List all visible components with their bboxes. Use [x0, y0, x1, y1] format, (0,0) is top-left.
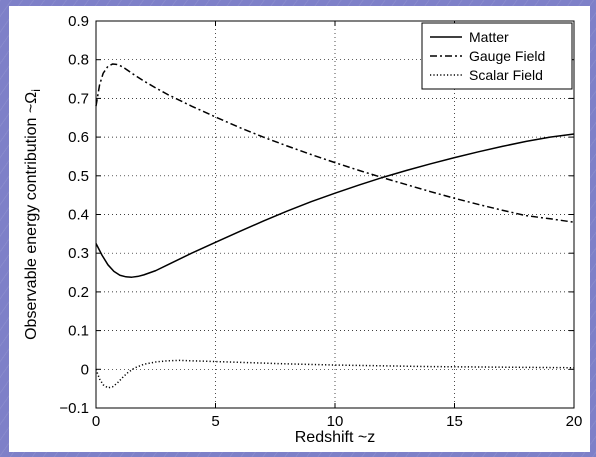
legend-label: Scalar Field	[469, 67, 543, 83]
y-tick-label: 0.8	[68, 52, 89, 69]
x-tick-label: 0	[92, 413, 100, 430]
y-tick-label: −0.1	[59, 400, 89, 417]
y-tick-label: 0.1	[68, 323, 89, 340]
line-chart: 0 5 10 15 20−0.100.10.20.30.40.50.60.70.80.9…	[23, 13, 583, 446]
series-line-matter	[95, 133, 575, 278]
legend: Matter Gauge Field Scalar Field	[421, 22, 573, 90]
legend-label: Matter	[469, 29, 509, 45]
legend-label: Gauge Field	[469, 48, 545, 64]
x-tick-label: 20	[566, 413, 583, 430]
y-tick-label: 0.5	[68, 168, 89, 185]
y-axis-label: Observable energy contribution ~Ωi	[23, 89, 43, 340]
series-line-scalar-field	[95, 359, 575, 389]
y-tick-label: 0.7	[68, 90, 89, 107]
y-tick-label: 0	[81, 361, 89, 378]
y-tick-label: 0.2	[68, 284, 89, 301]
x-tick-label: 10	[327, 413, 344, 430]
y-tick-label: 0.6	[68, 129, 89, 146]
y-tick-label: 0.9	[68, 13, 89, 30]
series-line-gauge-field	[95, 63, 575, 223]
y-axis-label-subscript: i	[29, 89, 43, 92]
plot-frame	[95, 20, 575, 409]
y-tick-label: 0.3	[68, 245, 89, 262]
chart-figure: 0 5 10 15 20 −0.1 0 0.1 0.2 0.3 0.4 0.5 0.6 0.7 0.8 0.9…	[9, 6, 590, 452]
y-tick-label: 0.4	[68, 207, 89, 224]
x-tick-label: 15	[446, 413, 463, 430]
x-axis-label: Redshift ~z	[295, 429, 375, 446]
x-tick-label: 5	[211, 413, 219, 430]
